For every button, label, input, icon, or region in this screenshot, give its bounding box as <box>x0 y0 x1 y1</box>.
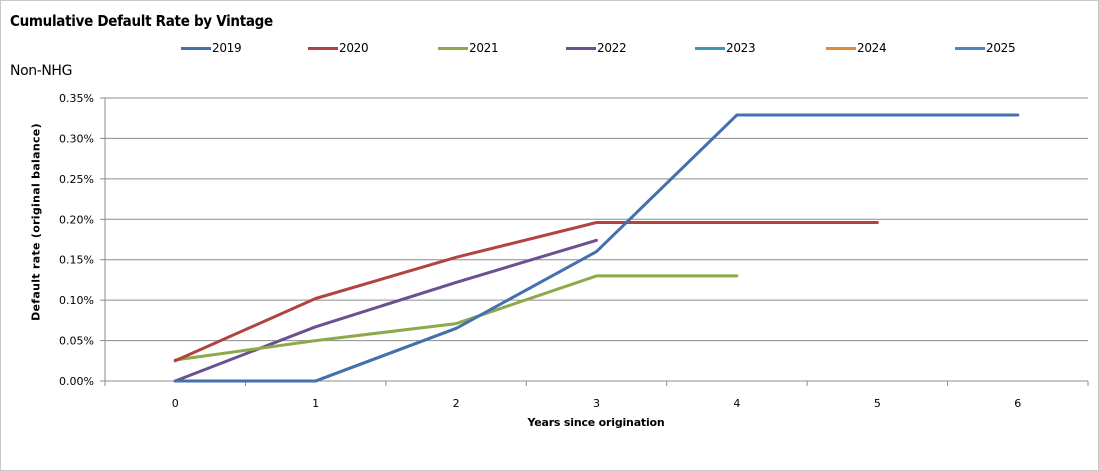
chart-subtitle: Non-NHG <box>10 63 73 79</box>
series-line-2019 <box>173 113 1020 383</box>
x-tick-label: 3 <box>593 397 600 410</box>
x-tick-label: 6 <box>1014 397 1021 410</box>
y-tick-label: 0.10% <box>59 294 94 307</box>
legend-label: 2019 <box>212 41 242 55</box>
legend-label: 2022 <box>597 41 627 55</box>
legend-label: 2020 <box>339 41 369 55</box>
series-line-2022 <box>173 238 598 383</box>
y-tick-label: 0.15% <box>59 254 94 267</box>
y-tick-label: 0.05% <box>59 335 94 348</box>
legend-swatch <box>308 46 338 50</box>
series-line-2021 <box>173 274 739 362</box>
legend-swatch <box>181 46 211 50</box>
x-tick-label: 5 <box>874 397 881 410</box>
y-tick-label: 0.25% <box>59 173 94 186</box>
legend-item-2023: 2023 <box>695 40 756 56</box>
x-tick-label: 4 <box>733 397 740 410</box>
legend-item-2020: 2020 <box>308 40 369 56</box>
y-tick-label: 0.00% <box>59 375 94 388</box>
legend-swatch <box>695 46 725 50</box>
x-tick-label: 2 <box>453 397 460 410</box>
legend-label: 2023 <box>726 41 756 55</box>
legend-label: 2025 <box>986 41 1016 55</box>
legend-item-2024: 2024 <box>826 40 887 56</box>
x-axis-label: Years since origination <box>527 416 665 429</box>
x-tick-label: 1 <box>312 397 319 410</box>
legend-swatch <box>438 46 468 50</box>
y-tick-label: 0.35% <box>59 92 94 105</box>
legend-item-2021: 2021 <box>438 40 499 56</box>
legend-item-2022: 2022 <box>566 40 627 56</box>
y-axis-label: Default rate (original balance) <box>29 123 43 321</box>
legend-label: 2024 <box>857 41 887 55</box>
x-tick-label: 0 <box>172 397 179 410</box>
y-tick-label: 0.20% <box>59 213 94 226</box>
legend-swatch <box>566 46 596 50</box>
chart-title: Cumulative Default Rate by Vintage <box>10 12 273 30</box>
legend-label: 2021 <box>469 41 499 55</box>
y-tick-label: 0.30% <box>59 132 94 145</box>
legend-item-2019: 2019 <box>181 40 242 56</box>
legend: 2019 2020 2021 2022 2023 2024 2025 <box>0 0 1099 55</box>
series-line-2020 <box>173 221 879 363</box>
legend-swatch <box>826 46 856 50</box>
legend-item-2025: 2025 <box>955 40 1016 56</box>
legend-swatch <box>955 46 985 50</box>
